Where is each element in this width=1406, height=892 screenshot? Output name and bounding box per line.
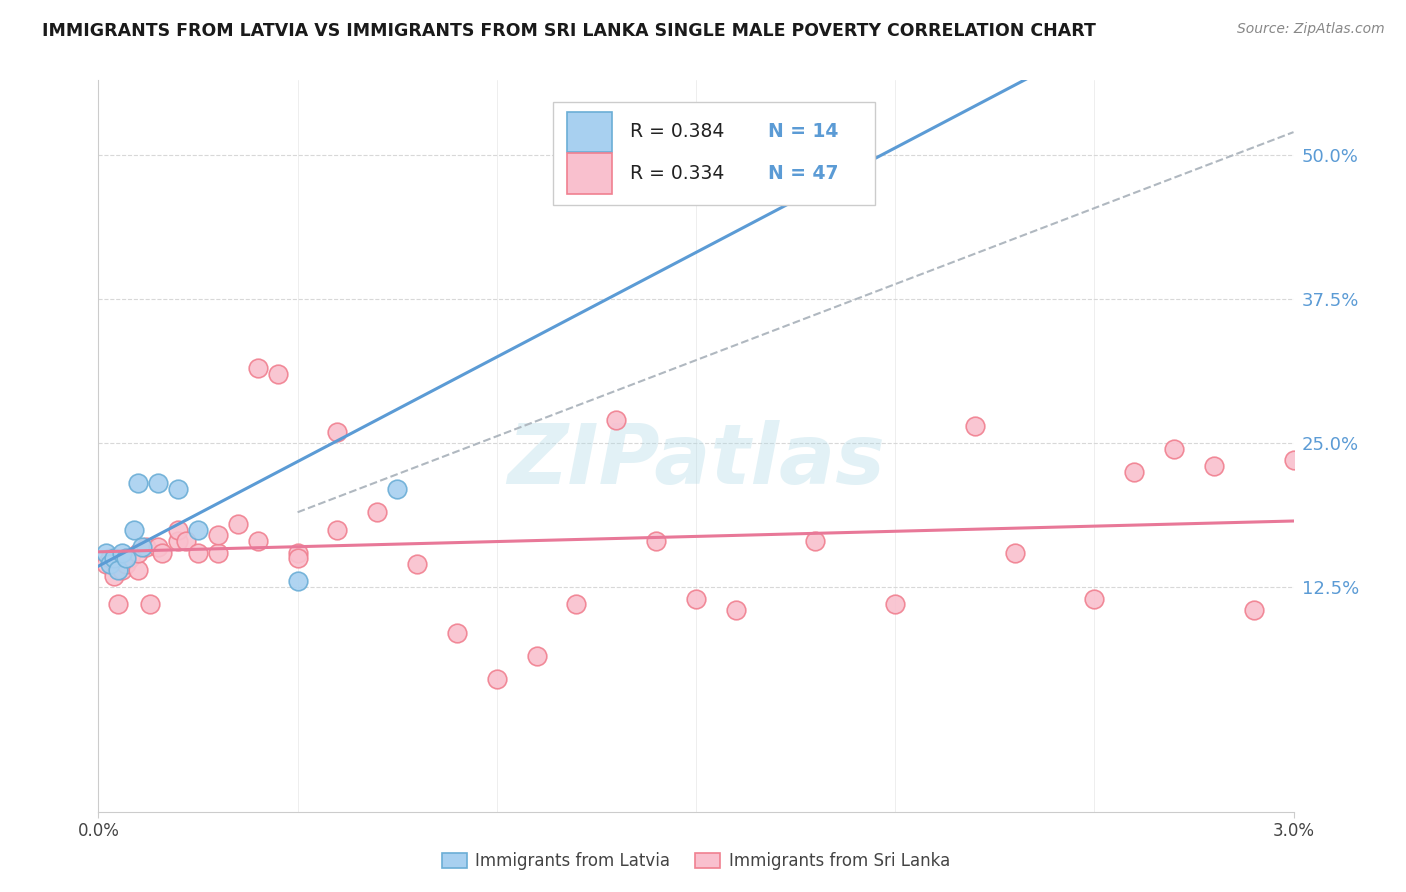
Point	[287, 545, 309, 559]
Point	[1083, 591, 1105, 606]
Point	[1123, 465, 1146, 479]
Point	[139, 598, 162, 612]
Point	[167, 482, 190, 496]
Point	[127, 545, 149, 559]
Point	[963, 418, 986, 433]
Point	[1243, 603, 1265, 617]
Point	[174, 534, 197, 549]
Text: Source: ZipAtlas.com: Source: ZipAtlas.com	[1237, 22, 1385, 37]
Point	[96, 557, 118, 571]
Point	[103, 568, 125, 582]
Point	[135, 540, 157, 554]
Point	[267, 367, 290, 381]
Point	[406, 557, 429, 571]
Point	[120, 551, 142, 566]
Point	[115, 551, 138, 566]
Point	[385, 482, 409, 496]
Point	[98, 557, 122, 571]
Point	[187, 545, 209, 559]
FancyBboxPatch shape	[553, 103, 876, 204]
Point	[804, 534, 827, 549]
Point	[1282, 453, 1305, 467]
Point	[446, 626, 468, 640]
Point	[685, 591, 707, 606]
Point	[605, 413, 627, 427]
Point	[724, 603, 747, 617]
Point	[1163, 442, 1185, 456]
Text: N = 14: N = 14	[768, 122, 838, 141]
Point	[1202, 459, 1225, 474]
Point	[111, 563, 134, 577]
Point	[107, 563, 129, 577]
Point	[127, 476, 149, 491]
Point	[115, 557, 138, 571]
Text: IMMIGRANTS FROM LATVIA VS IMMIGRANTS FROM SRI LANKA SINGLE MALE POVERTY CORRELAT: IMMIGRANTS FROM LATVIA VS IMMIGRANTS FRO…	[42, 22, 1097, 40]
Point	[207, 545, 229, 559]
Point	[148, 540, 170, 554]
Point	[124, 523, 146, 537]
FancyBboxPatch shape	[567, 112, 613, 152]
Point	[366, 505, 388, 519]
Point	[131, 540, 153, 554]
Point	[207, 528, 229, 542]
Point	[103, 551, 125, 566]
Point	[287, 574, 309, 589]
Point	[884, 598, 907, 612]
Text: R = 0.384: R = 0.384	[630, 122, 724, 141]
Point	[98, 551, 122, 566]
Point	[226, 516, 249, 531]
Point	[326, 425, 349, 439]
Text: ZIPatlas: ZIPatlas	[508, 420, 884, 501]
Point	[287, 551, 309, 566]
Point	[187, 523, 209, 537]
Point	[645, 534, 668, 549]
Point	[111, 545, 134, 559]
Text: R = 0.334: R = 0.334	[630, 164, 724, 183]
Point	[150, 545, 173, 559]
Point	[685, 177, 707, 191]
Legend: Immigrants from Latvia, Immigrants from Sri Lanka: Immigrants from Latvia, Immigrants from …	[436, 846, 956, 877]
Point	[526, 649, 548, 664]
Point	[326, 523, 349, 537]
Point	[127, 563, 149, 577]
FancyBboxPatch shape	[567, 153, 613, 194]
Point	[167, 534, 190, 549]
Point	[246, 361, 269, 376]
Point	[565, 598, 588, 612]
Point	[246, 534, 269, 549]
Point	[1004, 545, 1026, 559]
Point	[107, 598, 129, 612]
Point	[96, 545, 118, 559]
Text: N = 47: N = 47	[768, 164, 838, 183]
Point	[167, 523, 190, 537]
Point	[485, 672, 508, 686]
Point	[148, 476, 170, 491]
Y-axis label: Single Male Poverty: Single Male Poverty	[0, 364, 8, 528]
